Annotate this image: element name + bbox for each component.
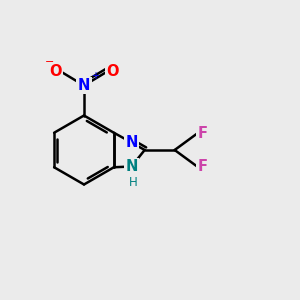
Text: −: − bbox=[45, 58, 54, 68]
Text: N: N bbox=[78, 78, 90, 93]
Text: +: + bbox=[91, 71, 99, 81]
Text: F: F bbox=[197, 159, 207, 174]
Text: O: O bbox=[106, 64, 119, 80]
Text: N: N bbox=[125, 135, 138, 150]
Text: N: N bbox=[125, 159, 138, 174]
Text: F: F bbox=[197, 126, 207, 141]
Text: H: H bbox=[129, 176, 137, 190]
Text: O: O bbox=[49, 64, 61, 80]
